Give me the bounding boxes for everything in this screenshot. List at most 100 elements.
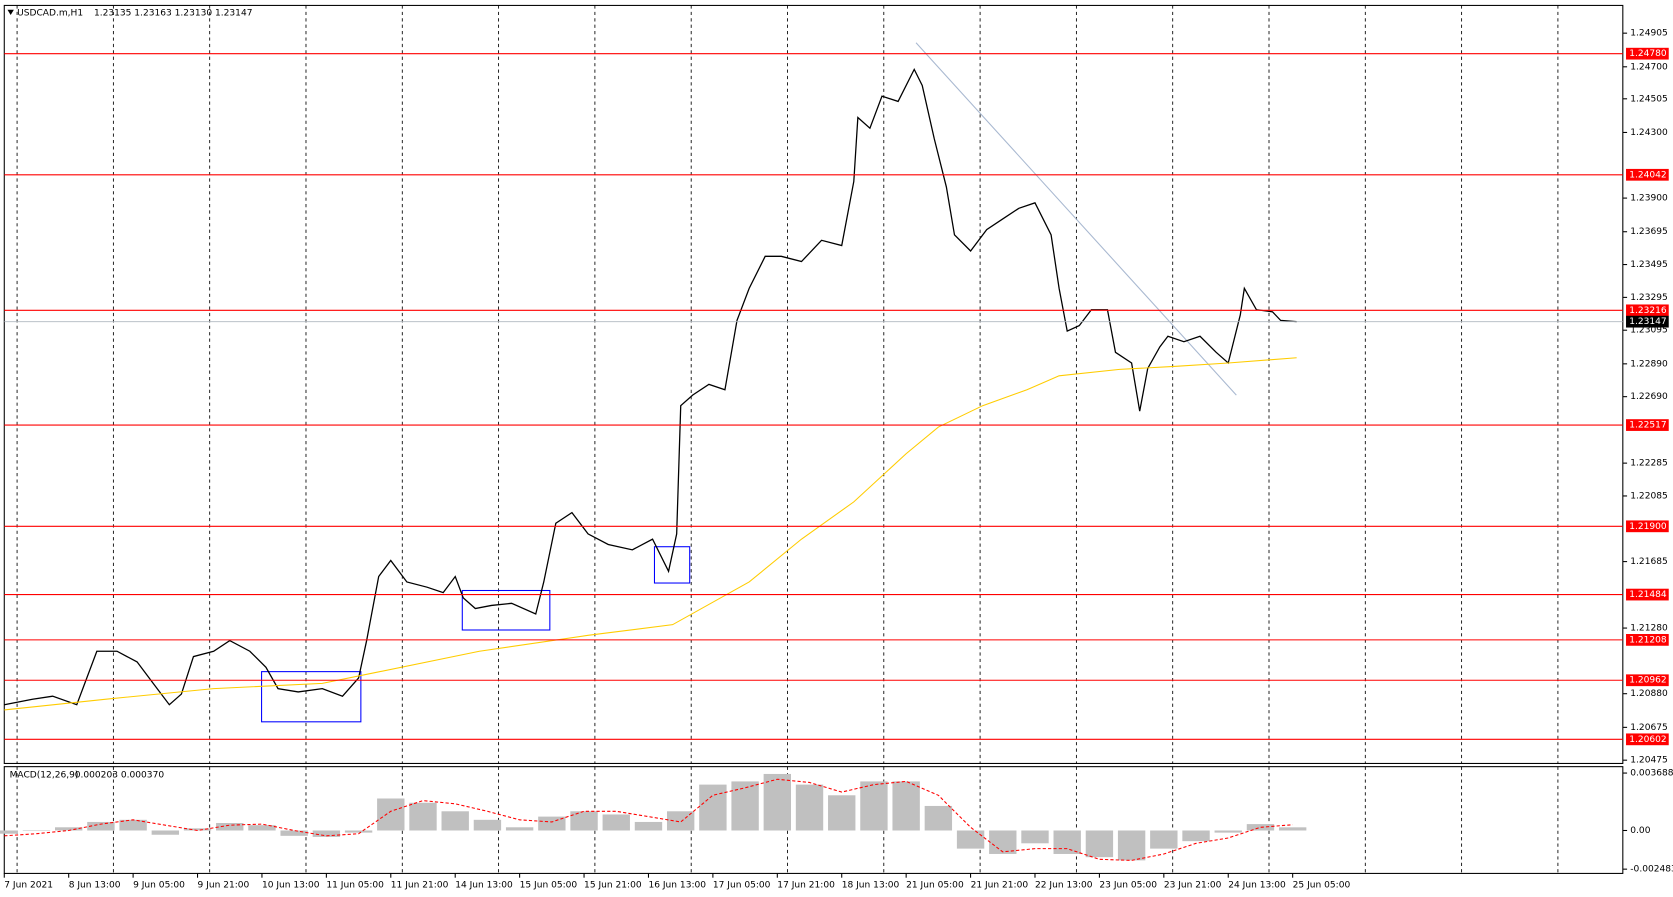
x-tick-label: 22 Jun 13:00 (1035, 881, 1093, 891)
macd-bar (1117, 830, 1146, 861)
trend-line (915, 42, 1237, 396)
macd-bar (0, 830, 18, 834)
macd-bar (87, 821, 115, 831)
zone-box (261, 671, 362, 723)
level-tag (1626, 168, 1669, 181)
x-tick-label: 21 Jun 21:00 (971, 881, 1029, 891)
macd-bar (1182, 830, 1210, 842)
y-tick-label: -0.002483 (1630, 865, 1673, 875)
macd-bar (763, 773, 791, 831)
macd-bar (183, 828, 212, 831)
macd-bar (666, 811, 695, 831)
y-tick-label: 1.22085 (1630, 491, 1667, 501)
macd-bar (570, 811, 598, 831)
y-tick-label: 1.24505 (1630, 94, 1667, 104)
macd-bar (795, 784, 824, 831)
macd-bar (377, 798, 405, 831)
level-tag (1626, 304, 1669, 317)
macd-bar (216, 823, 244, 831)
x-tick-label: 25 Jun 05:00 (1293, 881, 1351, 891)
macd-subtitle: 0.000203 0.000370 (75, 771, 165, 781)
chart-title: USDCAD.m,H1 (17, 8, 83, 18)
macd-bar (505, 827, 534, 831)
x-tick-label: 17 Jun 05:00 (713, 881, 771, 891)
y-tick-label: 1.21685 (1630, 557, 1667, 567)
macd-bar (119, 819, 147, 831)
y-tick-label: 1.23495 (1630, 260, 1667, 270)
level-tag (1626, 634, 1669, 646)
macd-bar (1214, 830, 1242, 833)
zone-box (461, 589, 551, 631)
macd-bar (1278, 827, 1307, 831)
macd-bar (151, 830, 180, 835)
x-tick-label: 7 Jun 2021 (4, 881, 53, 891)
level-label: 1.22517 (1629, 421, 1666, 431)
macd-bar (1150, 830, 1178, 849)
y-tick-label: 1.23295 (1630, 293, 1667, 303)
zone-box (653, 546, 691, 584)
menu-arrow (7, 9, 14, 16)
macd-bar (860, 781, 888, 831)
y-tick-label: 1.23095 (1630, 326, 1667, 336)
y-tick-label: 1.22690 (1630, 392, 1668, 402)
y-tick-label: 0.003688 (1630, 769, 1673, 779)
x-tick-label: 16 Jun 13:00 (648, 881, 706, 891)
price-line (4, 67, 1297, 706)
x-tick-label: 8 Jun 13:00 (69, 881, 121, 891)
y-tick-label: 1.23900 (1630, 194, 1668, 204)
level-label: 1.21900 (1629, 522, 1667, 532)
level-label: 1.21208 (1629, 635, 1667, 645)
y-tick-label: 1.22285 (1630, 459, 1667, 469)
x-tick-label: 23 Jun 05:00 (1099, 881, 1157, 891)
current-tag (1626, 315, 1669, 328)
macd-title: MACD(12,26,9) (10, 771, 79, 781)
level-tag (1626, 733, 1669, 746)
macd-bar (1021, 830, 1049, 844)
x-tick-label: 15 Jun 21:00 (584, 881, 642, 891)
x-tick-label: 24 Jun 13:00 (1228, 881, 1286, 891)
chart-subtitle: 1.23135 1.23163 1.23130 1.23147 (94, 8, 253, 18)
x-tick-label: 9 Jun 05:00 (133, 881, 185, 891)
x-tick-label: 14 Jun 13:00 (455, 881, 513, 891)
x-tick-label: 11 Jun 05:00 (326, 881, 384, 891)
y-tick-label: 1.24700 (1630, 62, 1668, 72)
level-label: 1.20962 (1629, 676, 1666, 686)
level-label: 1.24780 (1629, 49, 1667, 59)
x-tick-label: 9 Jun 21:00 (198, 881, 250, 891)
macd-bar (989, 830, 1017, 854)
macd-bar (634, 821, 663, 831)
macd-bar (22, 830, 51, 832)
macd-bar (1053, 830, 1081, 854)
x-tick-label: 21 Jun 05:00 (906, 881, 964, 891)
y-tick-label: 1.20880 (1630, 689, 1668, 699)
level-tag (1626, 419, 1669, 431)
macd-bar (55, 827, 83, 831)
macd-bar (409, 802, 437, 831)
price-panel (3, 4, 1624, 764)
macd-bar (828, 795, 856, 831)
x-tick-label: 18 Jun 13:00 (842, 881, 900, 891)
level-tag (1626, 588, 1669, 601)
macd-bar (538, 816, 566, 831)
y-tick-label: 1.20475 (1630, 756, 1667, 766)
macd-bar (602, 814, 630, 831)
x-tick-label: 11 Jun 21:00 (391, 881, 449, 891)
macd-bar (1085, 830, 1114, 858)
level-tag (1626, 520, 1669, 533)
level-label: 1.24042 (1629, 170, 1666, 180)
macd-bar (1246, 824, 1275, 831)
macd-bar (248, 825, 276, 831)
current-label: 1.23147 (1629, 317, 1666, 327)
macd-bar (473, 819, 502, 831)
y-tick-label: 0.00 (1630, 826, 1650, 836)
macd-bar (924, 805, 953, 831)
macd-bar (344, 830, 373, 833)
macd-bar (956, 830, 985, 849)
macd-bar (441, 811, 469, 831)
x-tick-label: 10 Jun 13:00 (262, 881, 320, 891)
level-tag (1626, 47, 1669, 60)
y-tick-label: 1.22890 (1630, 359, 1668, 369)
level-label: 1.21484 (1629, 590, 1667, 600)
y-tick-label: 1.24300 (1630, 128, 1668, 138)
